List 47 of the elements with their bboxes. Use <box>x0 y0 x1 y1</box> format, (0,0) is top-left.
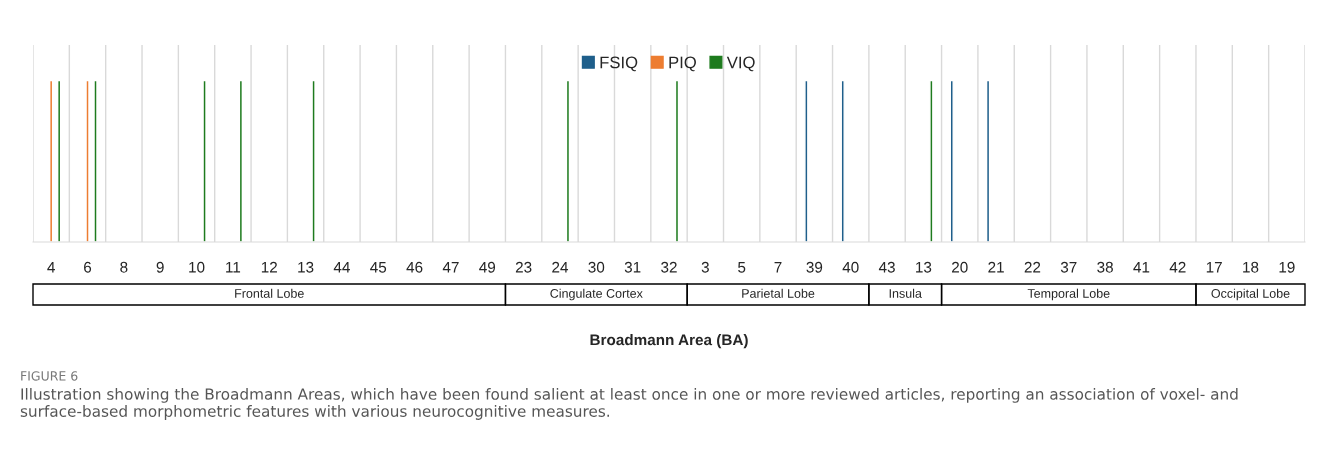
text: Frontal Lobe <box>235 288 304 298</box>
x-tick-label: 13 <box>298 261 314 273</box>
x-tick-label: 46 <box>406 261 423 273</box>
x-tick-label: 5 <box>738 262 746 273</box>
x-tick-label: 23 <box>515 261 532 273</box>
x-axis-title: Broadmann Area (BA) <box>590 334 748 349</box>
text: Cingulate Cortex <box>550 288 643 301</box>
x-tick-label: 8 <box>120 261 128 273</box>
x-tick-label: 11 <box>226 262 241 273</box>
x-tick-label: 42 <box>1169 261 1186 273</box>
text: Temporal Lobe <box>1027 288 1110 301</box>
x-tick-label: 43 <box>878 261 895 273</box>
x-tick-label: 21 <box>988 261 1004 273</box>
x-tick-label: 41 <box>1133 262 1150 273</box>
x-tick-label: 40 <box>842 261 859 273</box>
legend-label: PIQ <box>669 56 696 72</box>
x-tick-label: 38 <box>1097 261 1113 273</box>
x-tick-label: 47 <box>442 262 459 273</box>
x-tick-label: 4 <box>47 262 55 273</box>
x-tick-label: 32 <box>661 261 677 273</box>
x-tick-label: 30 <box>588 261 605 273</box>
x-tick-label: 6 <box>84 261 92 273</box>
x-tick-label: 44 <box>333 262 350 273</box>
x-tick-label: 12 <box>261 261 277 273</box>
text: Parietal Lobe <box>742 288 815 298</box>
x-tick-label: 18 <box>1243 261 1259 273</box>
x-tick-label: 39 <box>806 261 823 273</box>
legend-label: VIQ <box>726 56 755 72</box>
x-tick-label: 3 <box>701 261 709 273</box>
text: Occipital Lobe <box>1211 288 1290 301</box>
x-tick-label: 31 <box>624 261 641 273</box>
x-tick-label: 37 <box>1060 261 1077 273</box>
x-tick-label: 7 <box>774 262 782 273</box>
x-tick-label: 20 <box>952 261 968 273</box>
x-tick-label: 49 <box>479 261 496 273</box>
x-tick-label: 9 <box>156 261 164 273</box>
x-tick-label: 45 <box>370 262 387 273</box>
text: Insula <box>889 288 922 298</box>
x-tick-label: 24 <box>552 261 569 273</box>
legend-label: FSIQ <box>600 56 638 72</box>
x-tick-label: 13 <box>916 261 932 273</box>
x-tick-label: 10 <box>189 261 205 273</box>
text: Illustration showing the Broadmann Areas, which have been found salient at least once in one or more reviewed articles, reporting an association of voxel- and surface-based morphometric features with various neurocognitive measures. <box>20 388 1238 420</box>
x-tick-label: 22 <box>1024 261 1041 273</box>
x-tick-label: 19 <box>1279 261 1295 273</box>
caption: FIGURE 6 <box>21 371 78 381</box>
x-tick-label: 17 <box>1206 262 1222 273</box>
